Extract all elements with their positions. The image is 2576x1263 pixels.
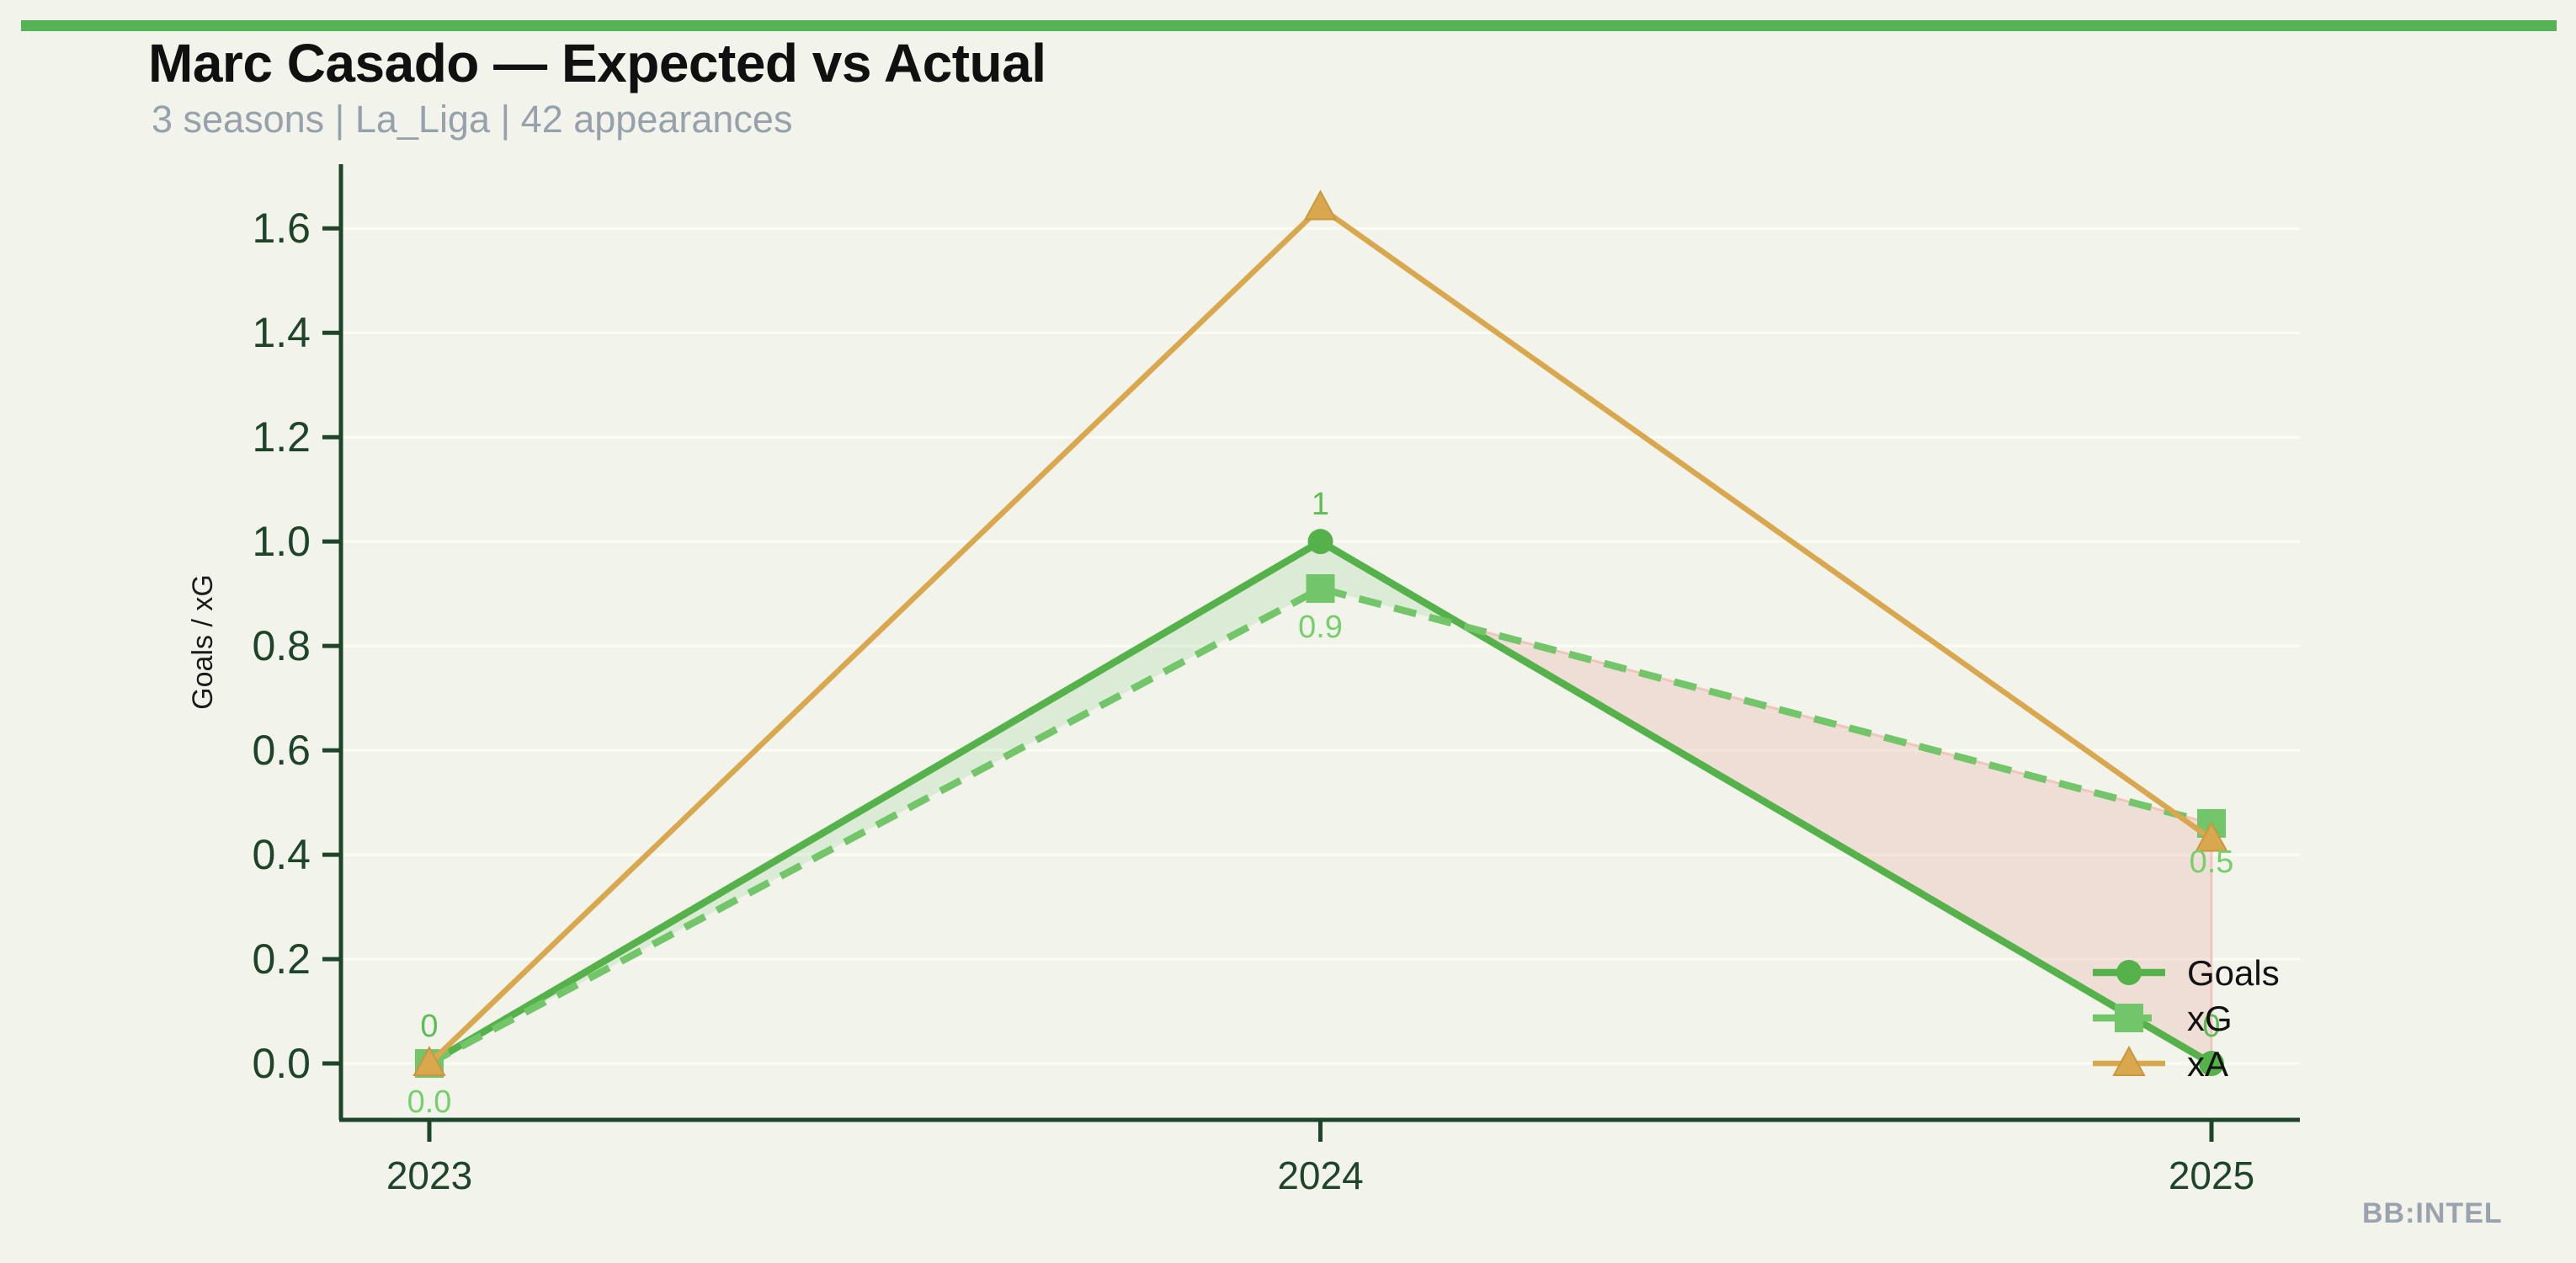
goals-marker <box>2199 1051 2224 1077</box>
legend-label-xg: xG <box>2187 999 2233 1038</box>
x-tick-label: 2025 <box>2169 1154 2254 1197</box>
fill-Goals-xG-first_above <box>429 541 1466 1064</box>
top-accent-bar <box>21 20 2557 31</box>
xg-line <box>428 584 2213 1067</box>
data-label-goals-2023: 0 <box>420 1009 438 1044</box>
y-tick-label: 1.2 <box>252 413 311 461</box>
xa-marker <box>1303 189 1338 221</box>
y-tick-label: 0.0 <box>252 1040 311 1087</box>
data-label-xg-2024: 0.9 <box>1298 610 1343 645</box>
goals-marker <box>1307 529 1333 555</box>
xa-marker <box>2112 1045 2146 1076</box>
y-axis-label: Goals / xG <box>187 574 219 710</box>
y-tick-label: 0.6 <box>252 727 311 774</box>
xa-marker <box>2195 821 2228 852</box>
x-tick-label: 2023 <box>386 1154 472 1197</box>
y-tick-label: 1.6 <box>252 205 311 252</box>
y-tick-label: 0.8 <box>252 622 311 669</box>
xa-marker <box>412 1045 446 1077</box>
legend-label-goals: Goals <box>2187 953 2280 993</box>
data-label-xg-2023: 0.0 <box>407 1084 452 1120</box>
watermark-logo: BB:INTEL <box>2362 1197 2503 1229</box>
y-tick-label: 1.0 <box>252 518 311 565</box>
goals-marker <box>2116 960 2142 985</box>
data-label-xg-2025: 0.5 <box>2190 845 2234 880</box>
x-tick-label: 2024 <box>1277 1154 1363 1197</box>
xg-marker <box>2115 1004 2143 1032</box>
y-tick-label: 0.4 <box>252 831 311 878</box>
xg-marker <box>1306 573 1335 603</box>
chart-subtitle: 3 seasons | La_Liga | 42 appearances <box>152 98 793 141</box>
data-label-goals-2024: 1 <box>1312 487 1329 522</box>
chart-title: Marc Casado — Expected vs Actual <box>148 33 1046 93</box>
legend-label-xa: xA <box>2187 1044 2228 1084</box>
data-label-goals-2025: 0 <box>2202 1009 2220 1044</box>
y-tick-label: 0.2 <box>252 935 311 983</box>
y-tick-label: 1.4 <box>252 309 311 356</box>
